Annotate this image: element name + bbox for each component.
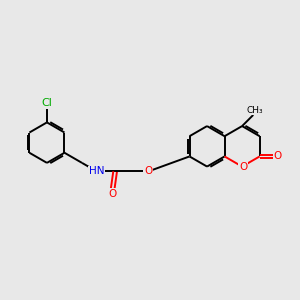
Text: HN: HN (89, 167, 105, 176)
Text: O: O (239, 162, 247, 172)
Text: O: O (109, 189, 117, 199)
Text: Cl: Cl (41, 98, 52, 108)
Text: O: O (274, 152, 282, 161)
Text: O: O (144, 167, 152, 176)
Text: CH₃: CH₃ (246, 106, 263, 115)
